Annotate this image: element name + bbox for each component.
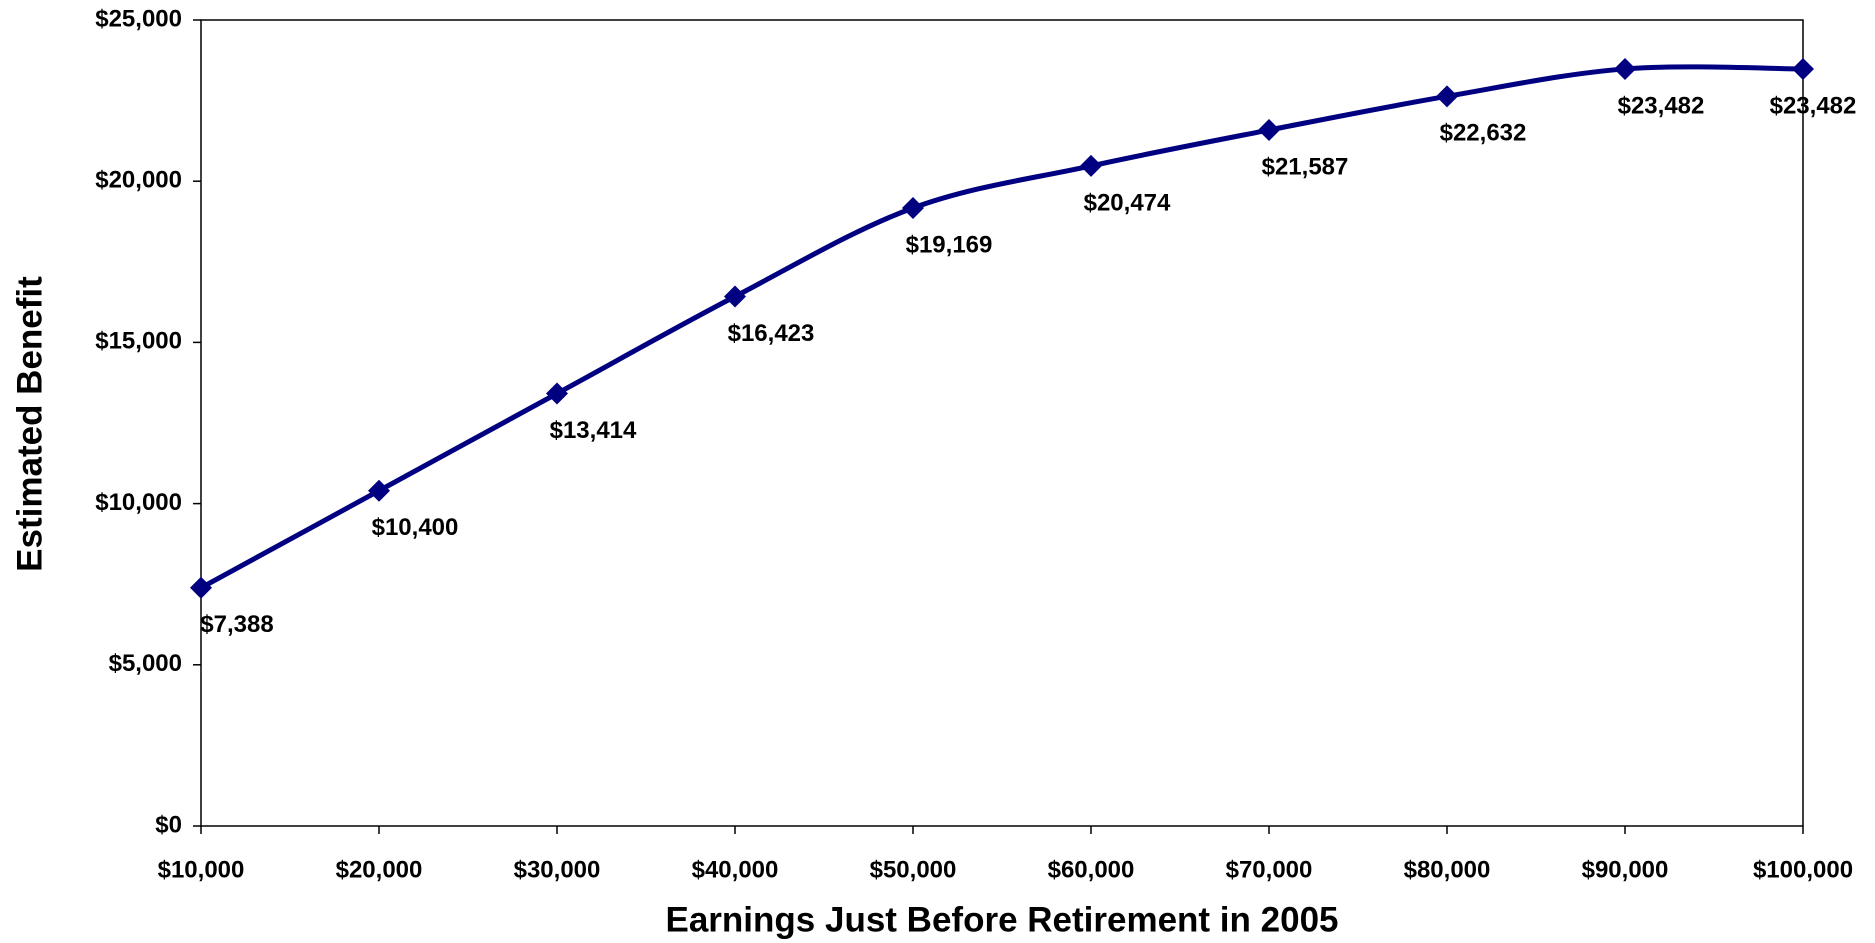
data-label: $20,474 xyxy=(1084,189,1171,216)
x-tick-label: $40,000 xyxy=(692,856,779,883)
data-label: $19,169 xyxy=(906,231,993,258)
x-tick-label: $80,000 xyxy=(1404,856,1491,883)
x-tick-label: $60,000 xyxy=(1048,856,1135,883)
marker xyxy=(1436,85,1458,108)
data-label: $22,632 xyxy=(1440,120,1527,147)
series-line xyxy=(199,64,1804,591)
data-label: $13,414 xyxy=(550,417,637,444)
y-tick-label: $25,000 xyxy=(95,5,182,32)
data-label: $7,388 xyxy=(200,611,273,638)
data-label: $21,587 xyxy=(1262,153,1349,180)
marker xyxy=(1080,154,1102,177)
x-tick-label: $20,000 xyxy=(336,856,423,883)
y-tick-label: $20,000 xyxy=(95,167,182,194)
marker xyxy=(190,576,212,599)
x-axis-title: Earnings Just Before Retirement in 2005 xyxy=(666,900,1339,939)
x-tick-label: $30,000 xyxy=(514,856,601,883)
marker xyxy=(368,479,390,502)
x-tick-label: $10,000 xyxy=(158,856,245,883)
marker xyxy=(1614,57,1636,80)
marker xyxy=(724,285,746,308)
y-tick-label: $0 xyxy=(155,811,182,838)
y-tick-label: $15,000 xyxy=(95,328,182,355)
x-tick-label: $70,000 xyxy=(1226,856,1313,883)
x-tick-label: $90,000 xyxy=(1582,856,1669,883)
plot-frame xyxy=(200,19,1804,827)
data-label: $23,482 xyxy=(1618,92,1705,119)
marker xyxy=(546,382,568,405)
data-label: $16,423 xyxy=(728,320,815,347)
marker xyxy=(1258,119,1280,142)
y-tick-label: $5,000 xyxy=(109,650,182,677)
y-axis-title: Estimated Benefit xyxy=(10,276,49,572)
x-tick-label: $100,000 xyxy=(1753,856,1853,883)
x-tick-label: $50,000 xyxy=(870,856,957,883)
data-label: $23,482 xyxy=(1770,92,1857,119)
y-tick-label: $10,000 xyxy=(95,489,182,516)
data-label: $10,400 xyxy=(372,514,459,541)
marker xyxy=(902,196,924,219)
marker xyxy=(1792,57,1814,80)
